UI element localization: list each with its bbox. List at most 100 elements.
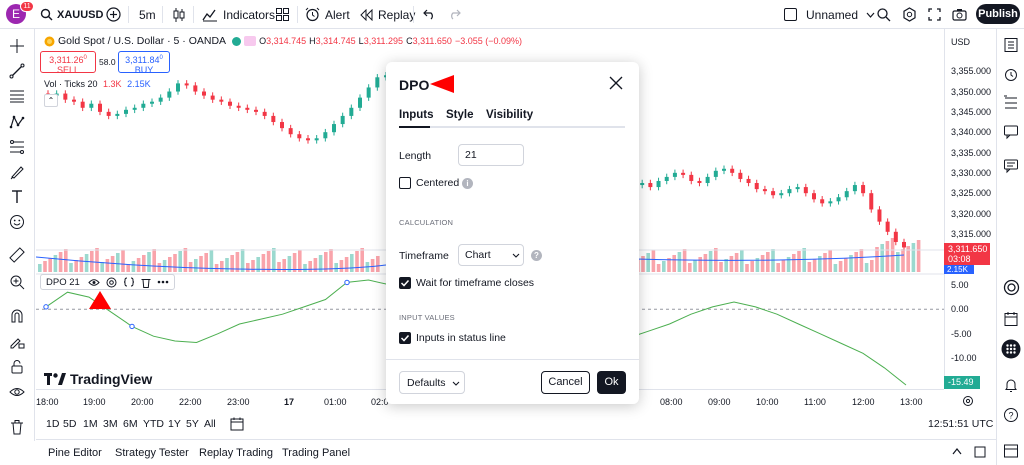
- notifications-button[interactable]: [1001, 375, 1021, 395]
- close-icon[interactable]: [609, 76, 623, 90]
- indicators-button[interactable]: Indicators: [202, 0, 275, 29]
- screener-button[interactable]: [1001, 277, 1021, 297]
- eye-icon[interactable]: [88, 278, 100, 287]
- buy-button[interactable]: 3,311.840 BUY: [118, 51, 170, 75]
- ruler-tool[interactable]: [7, 245, 27, 265]
- pattern-tool[interactable]: [7, 112, 27, 132]
- volume-bar: [84, 254, 89, 272]
- left-candle: [245, 107, 250, 110]
- brush-tool[interactable]: [7, 162, 27, 182]
- alarm-clock-icon: [305, 7, 320, 22]
- settings-button[interactable]: [902, 0, 917, 29]
- source-code-icon[interactable]: [123, 277, 135, 287]
- range-button-1m[interactable]: 1M: [83, 418, 98, 430]
- tab-inputs[interactable]: Inputs: [399, 109, 434, 121]
- magnet-tool[interactable]: [7, 306, 27, 326]
- tab-strategy-tester[interactable]: Strategy Tester: [115, 447, 189, 459]
- replay-button[interactable]: Replay: [360, 0, 415, 29]
- lock-drawings-tool[interactable]: [7, 332, 27, 352]
- chats-button[interactable]: [1001, 122, 1021, 142]
- help-icon[interactable]: ?: [531, 250, 542, 261]
- layout-name-dropdown[interactable]: Unnamed: [806, 0, 875, 29]
- cancel-button[interactable]: Cancel: [541, 371, 590, 394]
- tab-replay-trading[interactable]: Replay Trading: [199, 447, 273, 459]
- crosshair-tool[interactable]: [7, 36, 27, 56]
- sell-button[interactable]: 3,311.260 SELL: [40, 51, 96, 75]
- compare-symbol-button[interactable]: [106, 0, 121, 29]
- goto-date-icon[interactable]: [230, 417, 244, 431]
- range-button-5d[interactable]: 5D: [63, 418, 77, 430]
- panel-toggle-button[interactable]: [1001, 441, 1021, 461]
- quick-search-button[interactable]: [876, 0, 891, 29]
- clock-timezone[interactable]: 12:51:51 UTC: [928, 418, 994, 430]
- axis-settings-icon[interactable]: [962, 395, 974, 407]
- price-tick-label: 3,350.000: [951, 86, 992, 97]
- lock-tool[interactable]: [7, 357, 27, 377]
- inputs-status-line-checkbox[interactable]: [399, 332, 411, 344]
- range-button-3m[interactable]: 3M: [103, 418, 118, 430]
- apps-button[interactable]: [1001, 339, 1021, 359]
- grid-icon: [276, 8, 289, 21]
- tab-trading-panel[interactable]: Trading Panel: [282, 447, 351, 459]
- range-button-6m[interactable]: 6M: [123, 418, 138, 430]
- wait-timeframe-checkbox[interactable]: [399, 277, 411, 289]
- info-icon[interactable]: i: [462, 178, 473, 189]
- publish-button[interactable]: Publish: [976, 4, 1020, 24]
- fib-tool[interactable]: [7, 137, 27, 157]
- right-candle: [787, 189, 792, 194]
- maximize-panel-icon[interactable]: [974, 446, 986, 458]
- trash-icon[interactable]: [141, 277, 151, 288]
- ok-button[interactable]: Ok: [597, 371, 626, 394]
- centered-checkbox[interactable]: [399, 177, 411, 189]
- remove-drawings-tool[interactable]: [7, 417, 27, 437]
- calendar-button[interactable]: [1001, 309, 1021, 329]
- timeframe-select[interactable]: Chart: [458, 244, 524, 266]
- currency-label[interactable]: USD: [951, 37, 971, 47]
- help-button[interactable]: ?: [1001, 405, 1021, 425]
- zoom-in-tool[interactable]: [7, 272, 27, 292]
- object-tree-button[interactable]: [1001, 93, 1021, 113]
- collapse-legend-button[interactable]: ⌃: [44, 94, 58, 107]
- horizontal-lines-tool[interactable]: [7, 86, 27, 106]
- left-candle: [167, 91, 172, 98]
- alerts-panel-button[interactable]: [1001, 64, 1021, 84]
- layout-toggle-checkbox[interactable]: [784, 0, 797, 29]
- interval-button[interactable]: 5m: [139, 0, 156, 29]
- volume-bar: [116, 253, 120, 272]
- range-button-5y[interactable]: 5Y: [186, 418, 199, 430]
- range-button-ytd[interactable]: YTD: [143, 418, 164, 430]
- left-candle: [288, 128, 293, 135]
- volume-bar: [292, 253, 297, 272]
- snapshot-button[interactable]: [952, 0, 967, 29]
- range-button-1d[interactable]: 1D: [46, 418, 60, 430]
- chart-type-button[interactable]: [172, 0, 186, 29]
- templates-button[interactable]: [276, 0, 289, 29]
- defaults-dropdown[interactable]: Defaults: [399, 371, 465, 394]
- chevron-up-icon[interactable]: [952, 448, 962, 455]
- tab-visibility[interactable]: Visibility: [486, 109, 534, 121]
- volume-bar: [916, 240, 921, 272]
- range-button-all[interactable]: All: [204, 418, 216, 430]
- trend-line-tool[interactable]: [7, 61, 27, 81]
- gear-icon[interactable]: [106, 277, 117, 288]
- right-candle: [836, 197, 841, 202]
- tab-style[interactable]: Style: [446, 109, 474, 121]
- alert-button[interactable]: Alert: [305, 0, 350, 29]
- ideas-button[interactable]: [1001, 156, 1021, 176]
- undo-button[interactable]: [423, 0, 436, 29]
- redo-button[interactable]: [448, 0, 461, 29]
- price-axis[interactable]: USD 3,355.000 3,350.000 3,345.000 3,340.000…: [944, 29, 996, 389]
- length-input[interactable]: 21: [458, 144, 524, 166]
- watchlist-button[interactable]: [1001, 35, 1021, 55]
- volume-bar: [698, 257, 702, 272]
- hide-drawings-tool[interactable]: [7, 382, 27, 402]
- tab-pine-editor[interactable]: Pine Editor: [48, 447, 102, 459]
- more-icon[interactable]: [157, 280, 169, 284]
- emoji-tool[interactable]: [7, 212, 27, 232]
- text-tool[interactable]: [7, 187, 27, 207]
- fullscreen-button[interactable]: [928, 0, 941, 29]
- symbol-search-button[interactable]: XAUUSD: [40, 0, 103, 29]
- buy-label: BUY: [134, 65, 154, 75]
- open-label: O: [259, 36, 267, 46]
- range-button-1y[interactable]: 1Y: [168, 418, 181, 430]
